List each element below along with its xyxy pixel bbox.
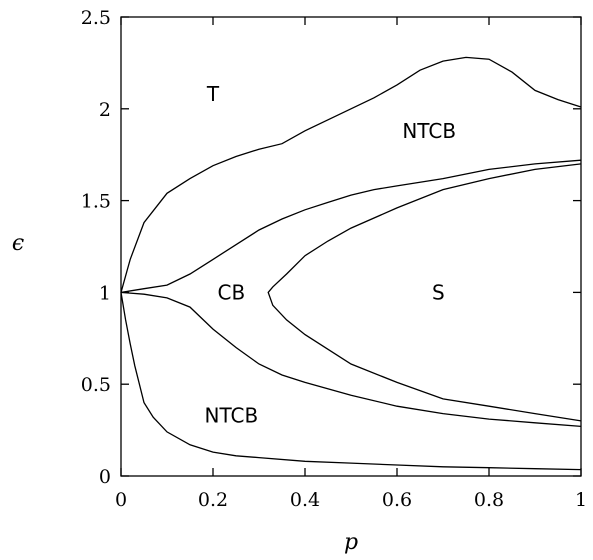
axis-ticks <box>120 16 582 477</box>
boundary-curve-2 <box>120 159 582 294</box>
x-tick-label: 0 <box>115 489 127 511</box>
region-label: NTCB <box>402 119 456 143</box>
boundary-curve-3 <box>267 163 582 422</box>
x-tick-label: 0.2 <box>198 489 228 511</box>
y-tick-label: 2.5 <box>81 7 111 29</box>
plot-frame <box>120 16 582 477</box>
region-labels: T NTCB CB S NTCB <box>205 82 457 427</box>
x-tick-label: 0.6 <box>382 489 412 511</box>
region-label: CB <box>218 280 246 304</box>
region-label: NTCB <box>205 403 259 427</box>
region-label: T <box>206 82 220 106</box>
y-tick-label: 1.5 <box>81 191 111 213</box>
x-tick-label: 0.4 <box>290 489 320 511</box>
y-axis-label: ϵ <box>12 231 24 256</box>
boundary-curve-5 <box>120 292 582 471</box>
region-label: S <box>432 280 445 304</box>
boundary-curve-1 <box>120 56 582 293</box>
x-tick-label: 0.8 <box>474 489 504 511</box>
x-tick-label: 1 <box>575 489 587 511</box>
axis-tick-labels: 0 0.2 0.4 0.6 0.8 1 0 0.5 1 1.5 2 2.5 <box>81 7 587 511</box>
y-tick-label: 0.5 <box>81 374 111 396</box>
y-tick-label: 0 <box>99 466 111 488</box>
x-axis-label: p <box>344 530 358 555</box>
y-tick-label: 1 <box>99 282 111 304</box>
boundary-curves <box>120 56 582 471</box>
y-tick-label: 2 <box>99 99 111 121</box>
boundary-curve-4 <box>120 291 582 428</box>
